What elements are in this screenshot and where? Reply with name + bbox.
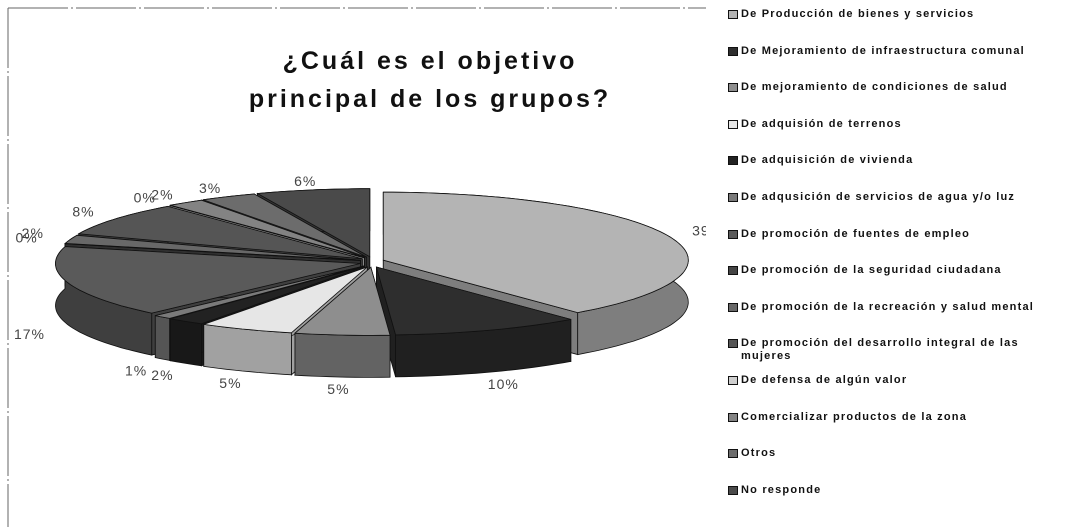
data-label: 2% [22,225,44,241]
legend-label: De Producción de bienes y servicios [741,8,975,20]
legend-item: De mejoramiento de condiciones de salud [728,81,1073,118]
legend-label: De promoción de fuentes de empleo [741,227,971,240]
legend-label: No responde [741,483,822,496]
data-label: 1% [125,362,147,378]
slice-top [155,265,365,319]
slice-top [169,205,365,259]
slice-top [293,266,391,336]
data-label: 3% [199,180,221,196]
legend-item: De Mejoramiento de infraestructura comun… [728,45,1073,82]
legend-item: De defensa de algún valor [728,374,1073,411]
legend: De Producción de bienes y servicios De Me… [728,8,1073,520]
legend-swatch [728,266,738,276]
legend-swatch [728,302,738,312]
chart-title: ¿Cuál es el objetivo principal de los gru… [249,47,611,113]
data-label: 8% [72,204,94,220]
legend-label: De promoción de la seguridad ciudadana [741,264,1002,277]
slice-side [154,315,171,361]
slice-top [203,266,368,334]
data-label: 10% [488,376,519,392]
slice-top [202,193,367,258]
legend-item: De adquisión de terrenos [728,118,1073,155]
legend-label: De Mejoramiento de infraestructura comun… [741,44,1025,57]
legend-item: De adquisición de vivienda [728,154,1073,191]
data-label: 17% [14,326,45,342]
data-label: 0% [134,190,156,206]
slice-top [77,205,363,260]
data-label: 2% [151,187,173,203]
legend-label: De mejoramiento de condiciones de salud [741,81,1008,94]
slice-top [64,234,361,261]
slice-top [170,199,366,259]
legend-label: De promoción del desarrollo integral de … [741,337,1019,363]
slice-top [382,191,689,314]
data-label: 0% [15,230,37,246]
legend-item: Comercializar productos de la zona [728,411,1073,448]
legend-swatch [728,156,738,166]
slice-side [294,332,391,378]
legend-item: De promoción de la recreación y salud me… [728,301,1073,338]
legend-swatch [728,229,738,239]
data-label: 39% [692,223,706,239]
chart: ¿Cuál es el objetivo principal de los gru… [7,7,706,527]
legend-swatch [728,46,738,56]
slice-top [375,266,571,336]
data-label: 5% [219,375,241,391]
legend-label: De promoción de la recreación y salud me… [741,300,1035,313]
slice-top [64,243,361,262]
legend-swatch [728,192,738,202]
legend-label: Comercializar productos de la zona [741,410,968,423]
legend-item: De Producción de bienes y servicios [728,8,1073,45]
slice-top [170,265,366,325]
legend-item: Otros [728,447,1073,484]
legend-item: De promoción de la seguridad ciudadana [728,264,1073,301]
data-label: 2% [151,367,173,383]
legend-label: De defensa de algún valor [741,373,908,386]
data-label: 6% [294,173,316,189]
legend-label: De adquisión de terrenos [741,117,902,130]
legend-swatch [728,83,738,93]
legend-item: De promoción del desarrollo integral de … [728,337,1073,374]
legend-swatch [728,119,738,129]
legend-swatch [728,10,738,19]
legend-label: De adquisición de vivienda [741,154,914,167]
slice-side [170,318,202,367]
data-label: 5% [327,381,349,397]
legend-label: De adqusición de servicios de agua y/o l… [741,190,1016,203]
pie [55,188,689,378]
legend-swatch [728,485,738,495]
pie-slice [375,266,572,378]
legend-item: De promoción de fuentes de empleo [728,228,1073,265]
legend-label: Otros [741,447,777,460]
legend-swatch [728,449,738,459]
legend-swatch [728,412,738,422]
legend-item: No responde [728,484,1073,521]
slice-top [55,246,361,314]
slice-top [256,188,371,258]
pie-slice [293,266,391,378]
legend-item: De adqusición de servicios de agua y/o l… [728,191,1073,228]
legend-swatch [728,339,738,349]
legend-swatch [728,375,738,385]
